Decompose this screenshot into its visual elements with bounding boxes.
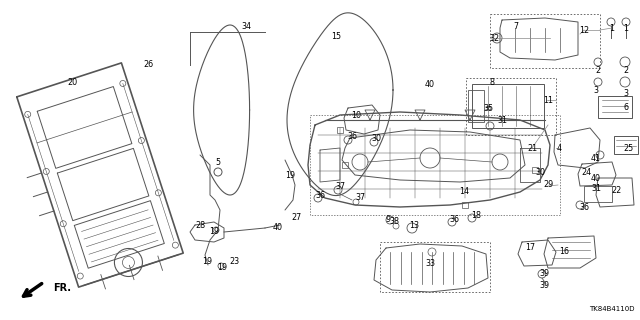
Bar bbox=[584, 186, 612, 202]
Text: 10: 10 bbox=[351, 110, 361, 119]
Text: FR.: FR. bbox=[53, 283, 71, 293]
Text: 36: 36 bbox=[347, 132, 357, 140]
Text: 30: 30 bbox=[371, 133, 381, 142]
Text: 27: 27 bbox=[291, 213, 301, 222]
Bar bbox=[598, 96, 632, 118]
Text: 37: 37 bbox=[335, 181, 345, 190]
Text: 20: 20 bbox=[67, 77, 77, 86]
Text: 18: 18 bbox=[471, 212, 481, 220]
Text: 7: 7 bbox=[513, 21, 518, 30]
Text: 36: 36 bbox=[315, 191, 325, 201]
Text: 19: 19 bbox=[217, 263, 227, 273]
Text: 22: 22 bbox=[611, 186, 621, 195]
Text: 33: 33 bbox=[425, 260, 435, 268]
Text: 31: 31 bbox=[497, 116, 507, 124]
Text: 38: 38 bbox=[389, 218, 399, 227]
Text: 3: 3 bbox=[593, 85, 598, 94]
Text: 31: 31 bbox=[591, 183, 601, 193]
Text: 35: 35 bbox=[484, 106, 492, 110]
Bar bbox=[614, 136, 638, 154]
Text: 2: 2 bbox=[595, 66, 600, 75]
Text: 1: 1 bbox=[623, 23, 628, 33]
Text: 4: 4 bbox=[557, 143, 561, 153]
Text: 2: 2 bbox=[623, 66, 628, 75]
Text: 3: 3 bbox=[623, 89, 628, 98]
Text: 14: 14 bbox=[459, 188, 469, 196]
Text: 36: 36 bbox=[449, 215, 459, 225]
Text: 23: 23 bbox=[229, 258, 239, 267]
Text: 16: 16 bbox=[559, 247, 569, 257]
Text: 32: 32 bbox=[489, 34, 499, 43]
Text: 1: 1 bbox=[609, 23, 614, 33]
Text: 37: 37 bbox=[355, 194, 365, 203]
Text: 24: 24 bbox=[581, 167, 591, 177]
Text: 12: 12 bbox=[579, 26, 589, 35]
Text: 29: 29 bbox=[543, 180, 553, 188]
Text: 19: 19 bbox=[202, 258, 212, 267]
Text: 9: 9 bbox=[385, 214, 390, 223]
Text: 19: 19 bbox=[285, 171, 295, 180]
Text: 19: 19 bbox=[209, 228, 219, 236]
Bar bbox=[462, 202, 468, 208]
Text: 5: 5 bbox=[216, 157, 221, 166]
Text: 13: 13 bbox=[409, 221, 419, 230]
Text: 26: 26 bbox=[143, 60, 153, 68]
Bar bbox=[337, 127, 343, 133]
Text: 15: 15 bbox=[331, 31, 341, 41]
Text: 21: 21 bbox=[527, 143, 537, 153]
Text: 8: 8 bbox=[490, 77, 495, 86]
Text: 36: 36 bbox=[579, 204, 589, 212]
Text: 40: 40 bbox=[425, 79, 435, 89]
Text: 17: 17 bbox=[525, 244, 535, 252]
Text: 28: 28 bbox=[195, 221, 205, 230]
Text: 40: 40 bbox=[591, 173, 601, 182]
Bar bbox=[342, 162, 348, 168]
Text: 30: 30 bbox=[535, 167, 545, 177]
Text: 39: 39 bbox=[539, 269, 549, 278]
Text: 41: 41 bbox=[591, 154, 601, 163]
Bar bbox=[472, 84, 544, 128]
Text: 35: 35 bbox=[483, 103, 493, 113]
Text: 11: 11 bbox=[543, 95, 553, 105]
Text: 25: 25 bbox=[623, 143, 633, 153]
Bar bbox=[532, 167, 538, 173]
Text: 40: 40 bbox=[273, 223, 283, 233]
Text: TK84B4110D: TK84B4110D bbox=[589, 306, 635, 312]
Text: 34: 34 bbox=[241, 21, 251, 30]
Text: 6: 6 bbox=[623, 102, 628, 111]
Bar bbox=[468, 90, 484, 122]
Text: 39: 39 bbox=[539, 282, 549, 291]
